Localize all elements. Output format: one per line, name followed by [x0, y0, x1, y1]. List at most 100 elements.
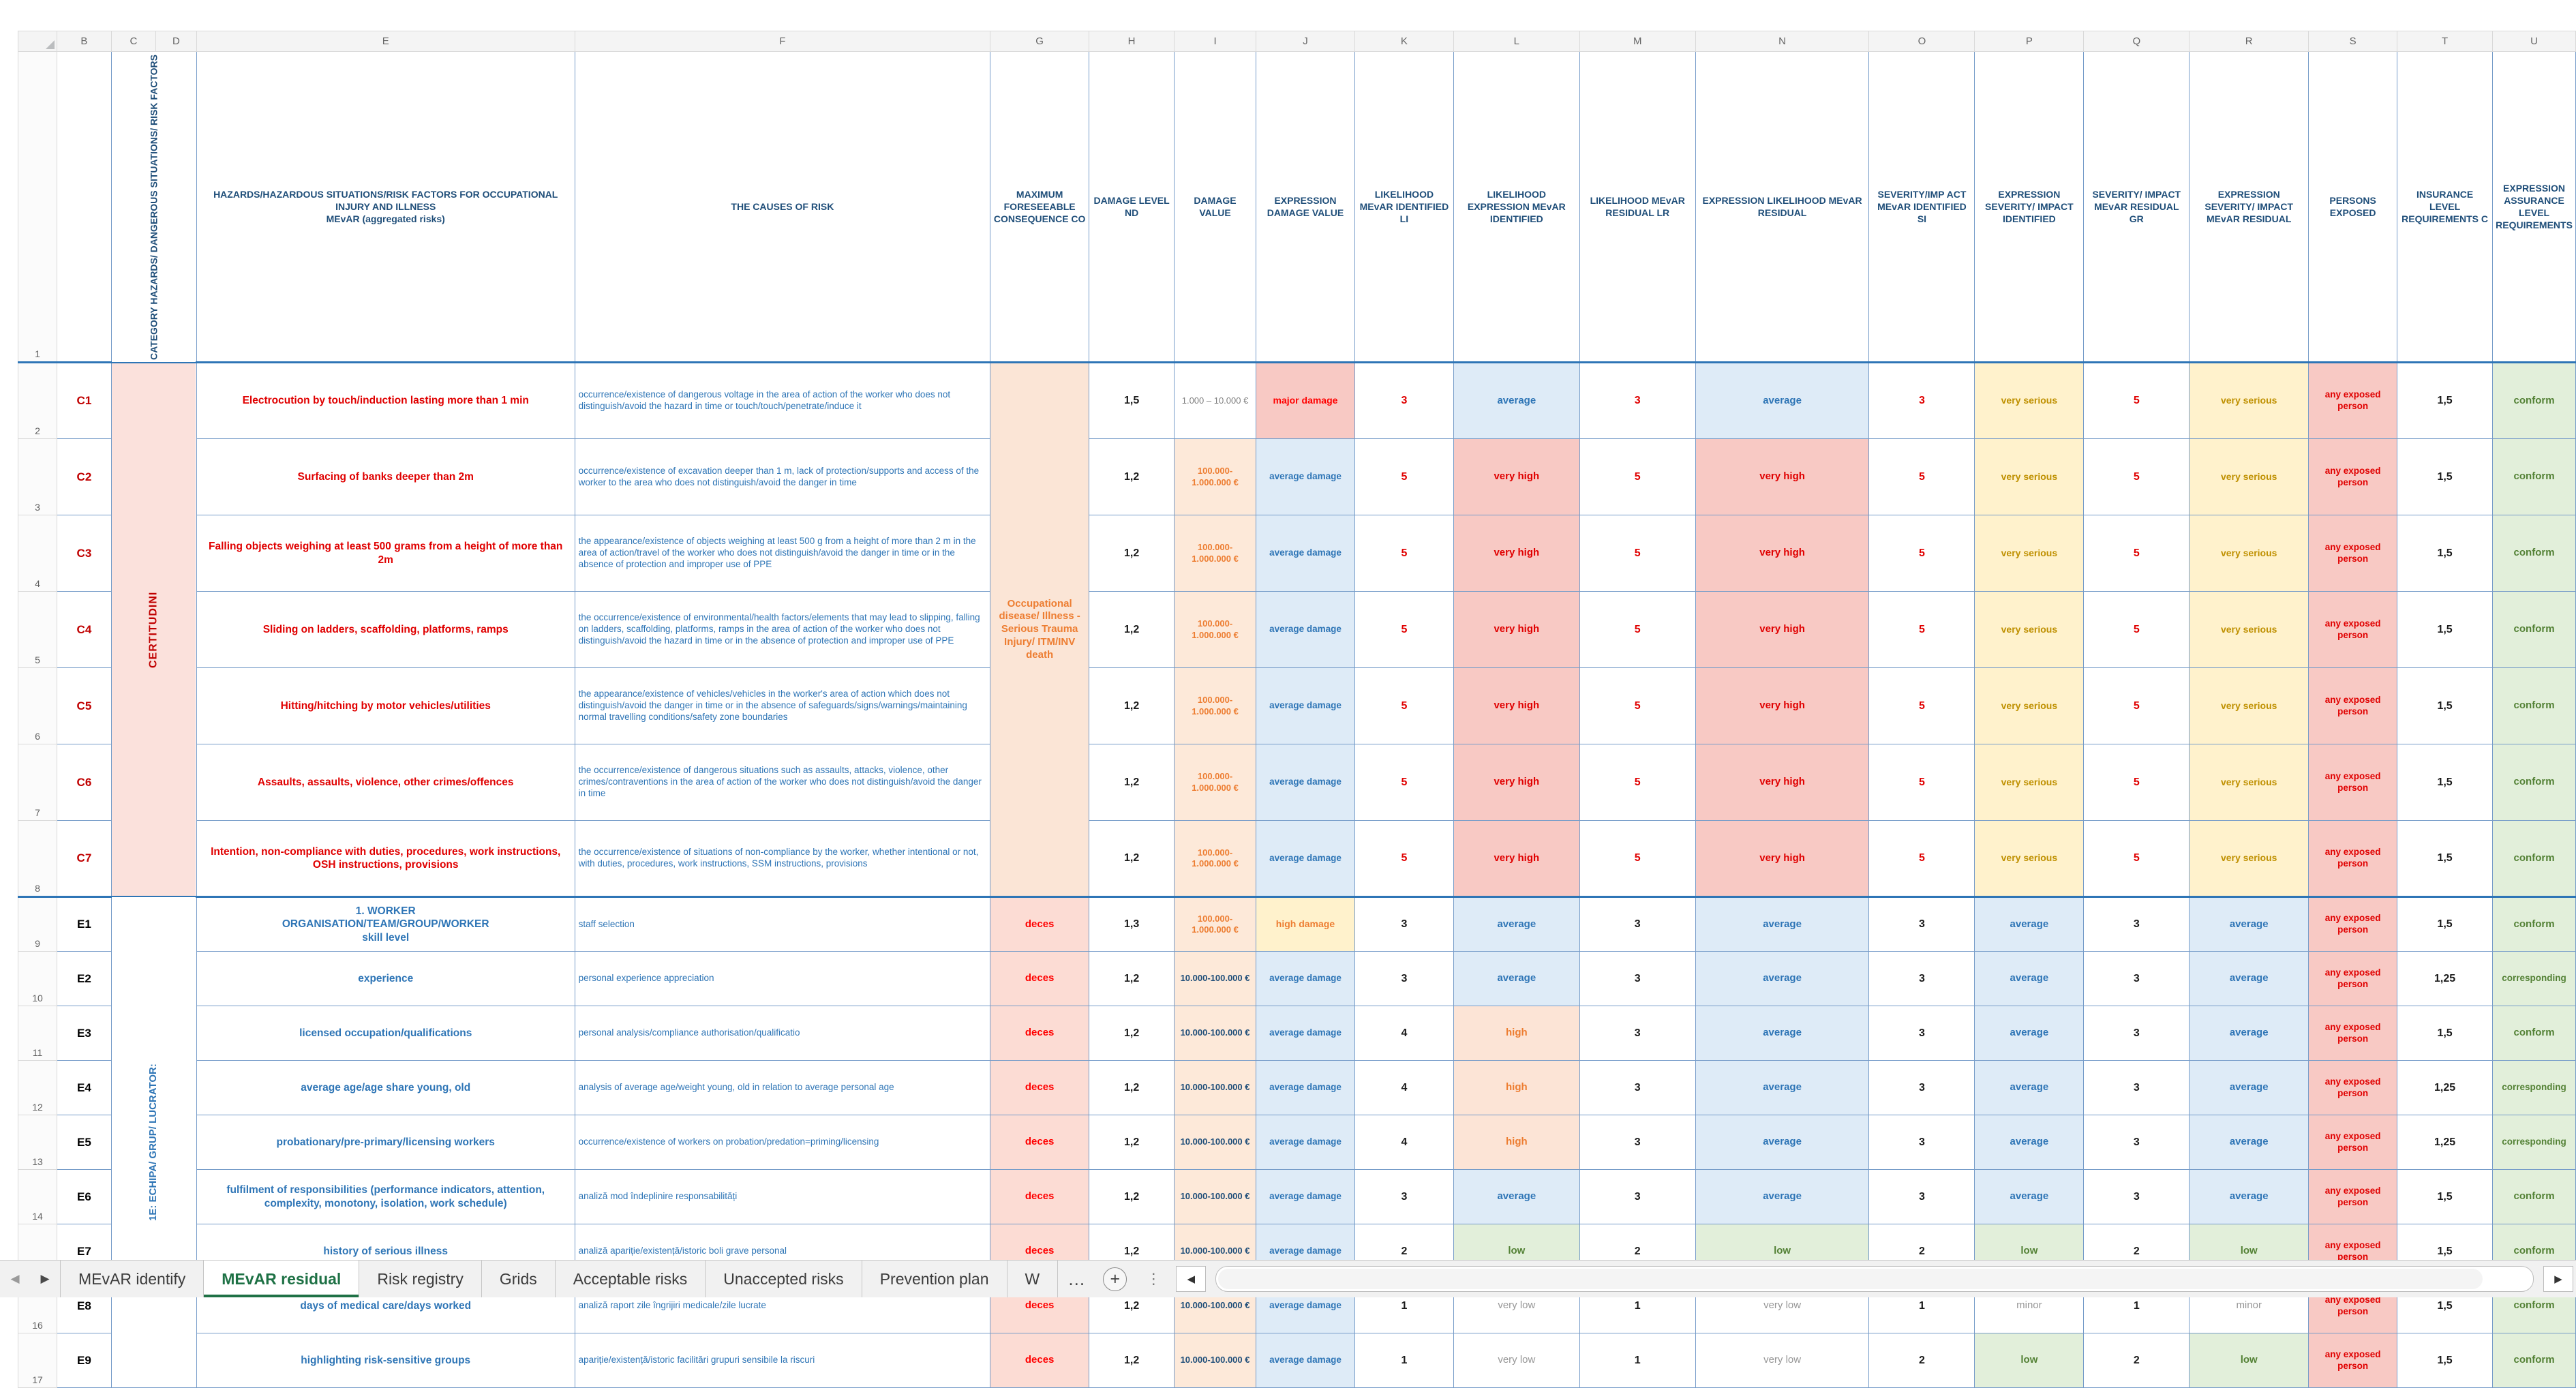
- cell-C7-c[interactable]: 1,5: [2397, 821, 2493, 897]
- cell-C1-lre[interactable]: average: [1695, 363, 1869, 439]
- cell-E1-si[interactable]: 3: [1869, 897, 1975, 952]
- header-cell-9[interactable]: EXPRESSION LIKELIHOOD MEvAR RESIDUAL: [1695, 52, 1869, 363]
- cell-C3-lre[interactable]: very high: [1695, 515, 1869, 592]
- cell-E1-li[interactable]: 3: [1354, 897, 1453, 952]
- cell-C1-id[interactable]: C1: [57, 363, 111, 439]
- cell-C1-lie[interactable]: average: [1453, 363, 1579, 439]
- cell-E4-pe[interactable]: any exposed person: [2309, 1061, 2397, 1115]
- column-header-F[interactable]: F: [575, 31, 990, 52]
- column-header-C[interactable]: C: [111, 31, 155, 52]
- cell-E5-lr[interactable]: 3: [1579, 1115, 1695, 1170]
- cell-E9-edv[interactable]: average damage: [1256, 1333, 1355, 1388]
- cell-E4-lre[interactable]: average: [1695, 1061, 1869, 1115]
- cell-C7-lre[interactable]: very high: [1695, 821, 1869, 897]
- cell-E3-hazard[interactable]: licensed occupation/qualifications: [196, 1006, 575, 1061]
- cell-E3-nd[interactable]: 1,2: [1089, 1006, 1175, 1061]
- cell-C2-sie[interactable]: very serious: [1975, 439, 2084, 515]
- cell-C4-gre[interactable]: very serious: [2189, 592, 2309, 668]
- column-header-I[interactable]: I: [1175, 31, 1256, 52]
- cell-C2-lie[interactable]: very high: [1453, 439, 1579, 515]
- cell-E9-consequence[interactable]: deces: [990, 1333, 1089, 1388]
- cell-E3-cause[interactable]: personal analysis/compliance authorisati…: [575, 1006, 990, 1061]
- cell-C4-c[interactable]: 1,5: [2397, 592, 2493, 668]
- cell-C4-cause[interactable]: the occurrence/existence of environmenta…: [575, 592, 990, 668]
- cell-E2-pe[interactable]: any exposed person: [2309, 952, 2397, 1006]
- cell-C6-dv[interactable]: 100.000-1.000.000 €: [1175, 744, 1256, 821]
- cell-C6-pe[interactable]: any exposed person: [2309, 744, 2397, 821]
- sheet-tab-prevention-plan[interactable]: Prevention plan: [862, 1261, 1007, 1297]
- tabbar-divider-dots-icon[interactable]: ⋮: [1146, 1261, 1162, 1297]
- cell-C5-nd[interactable]: 1,2: [1089, 668, 1175, 744]
- cell-C7-si[interactable]: 5: [1869, 821, 1975, 897]
- cell-C7-dv[interactable]: 100.000-1.000.000 €: [1175, 821, 1256, 897]
- column-header-T[interactable]: T: [2397, 31, 2493, 52]
- cell-E2-u[interactable]: corresponding: [2493, 952, 2576, 1006]
- cell-E5-pe[interactable]: any exposed person: [2309, 1115, 2397, 1170]
- cell-C1-c[interactable]: 1,5: [2397, 363, 2493, 439]
- header-cell-15[interactable]: INSURANCE LEVEL REQUIREMENTS C: [2397, 52, 2493, 363]
- cell-C1-cause[interactable]: occurrence/existence of dangerous voltag…: [575, 363, 990, 439]
- cell-E5-nd[interactable]: 1,2: [1089, 1115, 1175, 1170]
- cell-E6-edv[interactable]: average damage: [1256, 1170, 1355, 1224]
- cell-E2-sie[interactable]: average: [1975, 952, 2084, 1006]
- cell-E4-c[interactable]: 1,25: [2397, 1061, 2493, 1115]
- row-header-17[interactable]: 17: [18, 1333, 57, 1388]
- cell-E3-gr[interactable]: 3: [2084, 1006, 2189, 1061]
- cell-C2-hazard[interactable]: Surfacing of banks deeper than 2m: [196, 439, 575, 515]
- row-header-8[interactable]: 8: [18, 821, 57, 897]
- cell-C4-li[interactable]: 5: [1354, 592, 1453, 668]
- cell-E9-lre[interactable]: very low: [1695, 1333, 1869, 1388]
- cell-C4-nd[interactable]: 1,2: [1089, 592, 1175, 668]
- cell-E5-gre[interactable]: average: [2189, 1115, 2309, 1170]
- cell-E4-gre[interactable]: average: [2189, 1061, 2309, 1115]
- sheet-tab-grids[interactable]: Grids: [482, 1261, 556, 1297]
- cell-E4-sie[interactable]: average: [1975, 1061, 2084, 1115]
- cell-C6-gre[interactable]: very serious: [2189, 744, 2309, 821]
- cell-E5-hazard[interactable]: probationary/pre-primary/licensing worke…: [196, 1115, 575, 1170]
- horizontal-scrollbar[interactable]: [1215, 1266, 2534, 1292]
- column-header-S[interactable]: S: [2309, 31, 2397, 52]
- cell-E6-li[interactable]: 3: [1354, 1170, 1453, 1224]
- cell-C7-sie[interactable]: very serious: [1975, 821, 2084, 897]
- tab-scroll-left-icon[interactable]: ◀: [0, 1261, 30, 1297]
- cell-C1-gre[interactable]: very serious: [2189, 363, 2309, 439]
- cell-C3-c[interactable]: 1,5: [2397, 515, 2493, 592]
- cell-E3-lr[interactable]: 3: [1579, 1006, 1695, 1061]
- cell-E4-dv[interactable]: 10.000-100.000 €: [1175, 1061, 1256, 1115]
- cell-C2-lr[interactable]: 5: [1579, 439, 1695, 515]
- column-header-R[interactable]: R: [2189, 31, 2309, 52]
- header-cell-6[interactable]: LIKELIHOOD MEvAR IDENTIFIED LI: [1354, 52, 1453, 363]
- cell-C4-lie[interactable]: very high: [1453, 592, 1579, 668]
- row-header-10[interactable]: 10: [18, 952, 57, 1006]
- cell-C4-sie[interactable]: very serious: [1975, 592, 2084, 668]
- column-header-K[interactable]: K: [1354, 31, 1453, 52]
- row-header-9[interactable]: 9: [18, 897, 57, 952]
- cell-E5-gr[interactable]: 3: [2084, 1115, 2189, 1170]
- cell-C1-nd[interactable]: 1,5: [1089, 363, 1175, 439]
- cell-C3-sie[interactable]: very serious: [1975, 515, 2084, 592]
- cell-C1-hazard[interactable]: Electrocution by touch/induction lasting…: [196, 363, 575, 439]
- cell-E4-cause[interactable]: analysis of average age/weight young, ol…: [575, 1061, 990, 1115]
- cell-C7-lie[interactable]: very high: [1453, 821, 1579, 897]
- cell-C5-id[interactable]: C5: [57, 668, 111, 744]
- cell-C5-pe[interactable]: any exposed person: [2309, 668, 2397, 744]
- cell-C5-edv[interactable]: average damage: [1256, 668, 1355, 744]
- sheet-tab-acceptable-risks[interactable]: Acceptable risks: [556, 1261, 706, 1297]
- cell-E5-li[interactable]: 4: [1354, 1115, 1453, 1170]
- column-header-B[interactable]: B: [57, 31, 111, 52]
- cell-C3-cause[interactable]: the appearance/existence of objects weig…: [575, 515, 990, 592]
- cell-E4-lr[interactable]: 3: [1579, 1061, 1695, 1115]
- cell-C1-u[interactable]: conform: [2493, 363, 2576, 439]
- header-cell-3[interactable]: DAMAGE LEVEL ND: [1089, 52, 1175, 363]
- cell-C3-nd[interactable]: 1,2: [1089, 515, 1175, 592]
- cell-C4-id[interactable]: C4: [57, 592, 111, 668]
- cell-E1-edv[interactable]: high damage: [1256, 897, 1355, 952]
- cell-E1-pe[interactable]: any exposed person: [2309, 897, 2397, 952]
- cell-E4-edv[interactable]: average damage: [1256, 1061, 1355, 1115]
- cell-C4-u[interactable]: conform: [2493, 592, 2576, 668]
- cell-E9-cause[interactable]: apariție/existență/istoric facilitări gr…: [575, 1333, 990, 1388]
- more-sheets-indicator[interactable]: …: [1058, 1261, 1095, 1297]
- cell-C4-pe[interactable]: any exposed person: [2309, 592, 2397, 668]
- cell-E3-si[interactable]: 3: [1869, 1006, 1975, 1061]
- cell-C4-si[interactable]: 5: [1869, 592, 1975, 668]
